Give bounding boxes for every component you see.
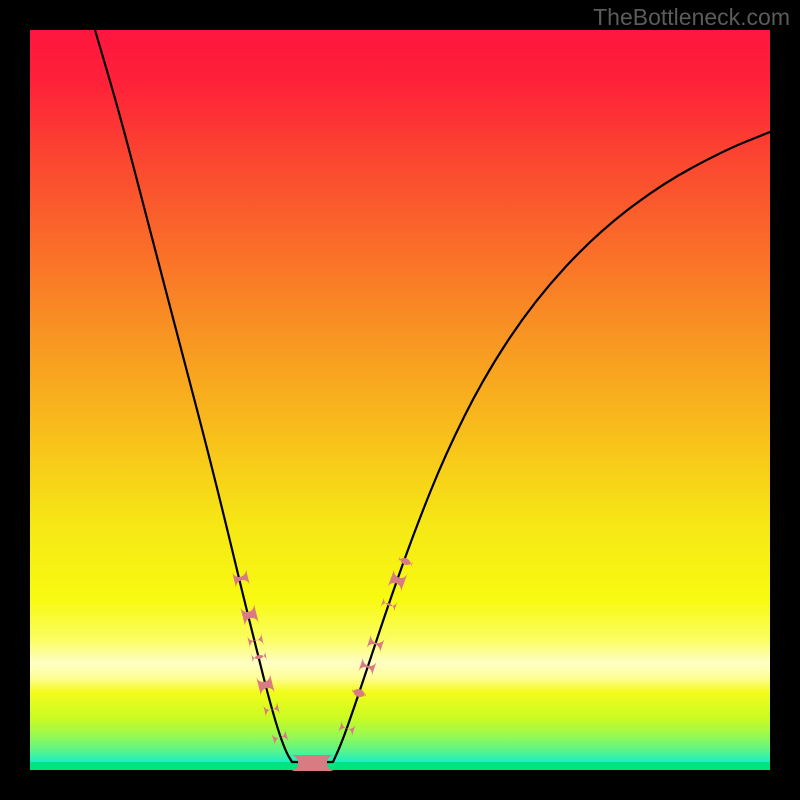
chart-frame: TheBottleneck.com [0, 0, 800, 800]
bottom-stripe [30, 762, 770, 770]
watermark-text: TheBottleneck.com [593, 4, 790, 31]
chart-svg [0, 0, 800, 800]
plot-area [30, 30, 770, 770]
